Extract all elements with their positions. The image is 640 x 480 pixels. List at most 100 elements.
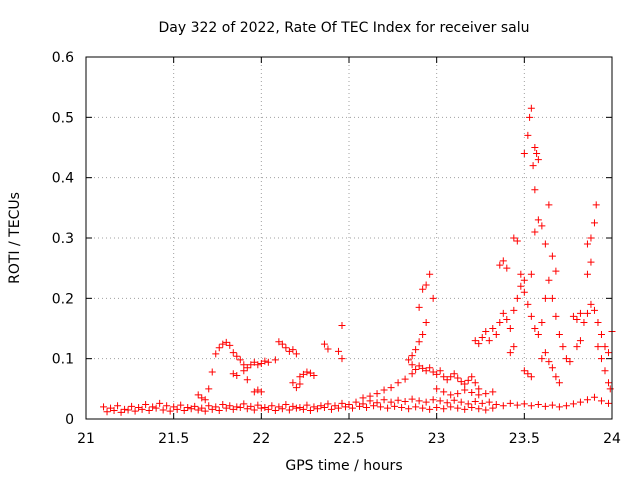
data-point-marker — [100, 403, 108, 411]
data-point-marker — [142, 401, 150, 409]
data-point-marker — [226, 341, 234, 349]
data-point-marker — [394, 396, 402, 404]
data-point-marker — [285, 406, 293, 414]
y-tick-label: 0.3 — [52, 231, 74, 247]
chart-title: Day 322 of 2022, Rate Of TEC Index for r… — [158, 20, 529, 36]
x-tick-label: 22.5 — [333, 431, 364, 447]
data-point-marker — [590, 219, 598, 227]
data-point-marker — [496, 318, 504, 326]
data-point-marker — [233, 352, 241, 360]
data-point-marker — [236, 404, 244, 412]
data-point-marker — [296, 373, 304, 381]
data-point-marker — [499, 309, 507, 317]
data-point-marker — [527, 104, 535, 112]
data-point-marker — [583, 309, 591, 317]
data-point-marker — [576, 398, 584, 406]
data-point-marker — [513, 401, 521, 409]
data-point-marker — [201, 407, 209, 415]
data-point-marker — [594, 343, 602, 351]
data-point-marker — [489, 325, 497, 332]
data-point-marker — [592, 201, 600, 209]
data-point-marker — [478, 399, 486, 407]
data-point-marker — [489, 388, 497, 396]
data-point-marker — [338, 355, 346, 363]
data-point-marker — [454, 374, 462, 382]
data-point-marker — [457, 378, 465, 386]
data-point-marker — [177, 401, 185, 409]
data-point-marker — [562, 355, 570, 363]
data-point-marker — [587, 300, 595, 308]
data-point-marker — [313, 405, 321, 413]
data-point-marker — [534, 401, 542, 409]
data-point-marker — [422, 318, 430, 326]
data-point-marker — [334, 347, 342, 355]
data-point-marker — [464, 400, 472, 408]
data-point-marker — [349, 404, 357, 412]
data-point-marker — [429, 294, 437, 302]
data-point-marker — [250, 358, 258, 366]
data-point-marker — [601, 343, 609, 351]
data-point-marker — [573, 343, 581, 351]
data-point-marker — [569, 312, 577, 320]
data-point-marker — [461, 380, 469, 388]
data-point-marker — [173, 405, 181, 413]
data-point-marker — [471, 398, 479, 406]
y-tick-label: 0.5 — [52, 110, 74, 126]
data-point-marker — [471, 337, 479, 345]
data-point-marker — [576, 337, 584, 345]
data-point-marker — [548, 401, 556, 409]
data-point-marker — [415, 362, 423, 370]
data-point-marker — [468, 404, 476, 412]
data-point-marker — [443, 399, 451, 407]
data-point-marker — [468, 388, 476, 396]
data-point-marker — [412, 346, 420, 354]
data-point-marker — [433, 404, 441, 412]
data-point-marker — [282, 401, 290, 409]
data-point-marker — [429, 396, 437, 404]
tick-labels: 21 21.5 22 22.5 23 23.5 24 0 0.1 0.2 0.3 0.4 0.5 0.6 — [52, 50, 621, 447]
data-point-marker — [219, 340, 227, 348]
data-point-marker — [131, 407, 139, 415]
data-point-marker — [194, 406, 202, 414]
data-point-marker — [520, 288, 528, 296]
data-point-marker — [156, 399, 164, 407]
data-point-marker — [352, 398, 360, 406]
data-point-marker — [408, 352, 416, 360]
data-point-marker — [191, 402, 199, 410]
data-point-marker — [531, 186, 539, 194]
data-point-marker — [415, 303, 423, 311]
data-point-marker — [271, 356, 279, 364]
data-point-marker — [257, 404, 265, 412]
data-point-marker — [268, 402, 276, 410]
data-point-marker — [461, 386, 469, 394]
data-point-marker — [503, 315, 511, 323]
data-point-marker — [562, 402, 570, 410]
data-point-marker — [366, 392, 374, 400]
data-point-marker — [138, 405, 146, 413]
data-point-marker — [552, 267, 560, 275]
data-point-marker — [278, 340, 286, 348]
data-point-marker — [359, 400, 367, 408]
data-point-marker — [338, 399, 346, 407]
data-point-marker — [513, 237, 521, 245]
data-point-marker — [594, 318, 602, 326]
data-point-marker — [583, 240, 591, 248]
data-point-marker — [275, 403, 283, 411]
data-point-marker — [552, 312, 560, 320]
y-tick-label: 0.2 — [52, 291, 74, 307]
data-point-marker — [419, 404, 427, 412]
data-point-marker — [587, 234, 595, 242]
data-point-marker — [496, 261, 504, 269]
data-point-marker — [464, 376, 472, 384]
data-point-marker — [282, 344, 290, 352]
y-tick-label: 0 — [65, 412, 74, 428]
data-point-marker — [601, 367, 609, 375]
data-point-marker — [604, 349, 612, 357]
data-point-marker — [229, 405, 237, 413]
data-point-marker — [212, 350, 220, 358]
data-point-marker — [254, 386, 262, 394]
data-point-marker — [334, 404, 342, 412]
data-point-marker — [436, 397, 444, 405]
data-point-marker — [233, 403, 241, 411]
data-point-marker — [415, 338, 423, 346]
